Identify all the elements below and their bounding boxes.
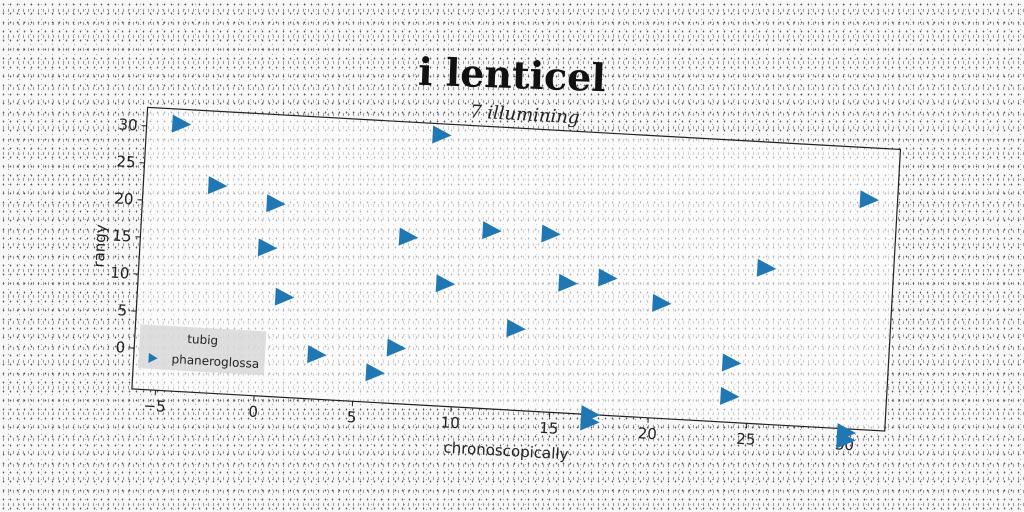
data-point — [506, 319, 526, 338]
chart-title: 7 illumining — [470, 101, 580, 128]
data-point — [482, 221, 502, 240]
data-point — [541, 224, 561, 243]
legend-entry-label: phaneroglossa — [171, 352, 259, 371]
y-tick-label: 10 — [110, 264, 130, 283]
x-tick-label: 25 — [736, 430, 756, 449]
plot-area — [131, 106, 902, 432]
data-point — [432, 125, 452, 144]
data-point — [257, 238, 278, 257]
y-tick-label: 25 — [116, 152, 136, 171]
x-tick-label: 0 — [248, 402, 259, 421]
y-tick-label: 20 — [114, 189, 134, 208]
data-point — [756, 258, 777, 277]
x-tick-label: 10 — [440, 413, 460, 432]
data-point — [598, 268, 618, 287]
x-tick-label: 20 — [637, 424, 657, 443]
data-point — [207, 176, 228, 195]
y-tick-label: 15 — [112, 226, 132, 245]
data-point — [836, 430, 856, 449]
data-point — [859, 190, 879, 209]
data-points — [171, 114, 879, 449]
data-point — [652, 293, 672, 312]
legend: tubig phaneroglossa — [138, 324, 267, 376]
legend-title: tubig — [187, 332, 219, 348]
data-point — [435, 274, 456, 293]
data-point — [171, 114, 192, 133]
y-tick-label: 30 — [118, 115, 138, 134]
y-tick-label: 5 — [117, 301, 128, 320]
legend-box — [138, 324, 267, 376]
data-point — [720, 386, 740, 405]
data-point — [580, 412, 600, 431]
legend-marker-triangle-icon — [148, 352, 158, 363]
x-axis-label: chronoscopically — [443, 438, 569, 463]
data-point — [266, 194, 286, 213]
data-point — [721, 353, 742, 372]
y-axis-ticks: 0 5 10 15 20 25 30 — [110, 115, 147, 357]
x-tick-label: −5 — [143, 397, 166, 416]
y-axis-label: rangy — [90, 224, 110, 268]
data-point — [274, 287, 295, 306]
data-point — [558, 273, 578, 292]
data-point — [398, 227, 419, 246]
data-point — [386, 338, 407, 357]
data-point — [307, 345, 327, 364]
data-point — [365, 363, 385, 382]
x-tick-label: 5 — [346, 408, 357, 427]
y-tick-label: 0 — [115, 338, 126, 357]
x-tick-label: 15 — [539, 419, 559, 438]
